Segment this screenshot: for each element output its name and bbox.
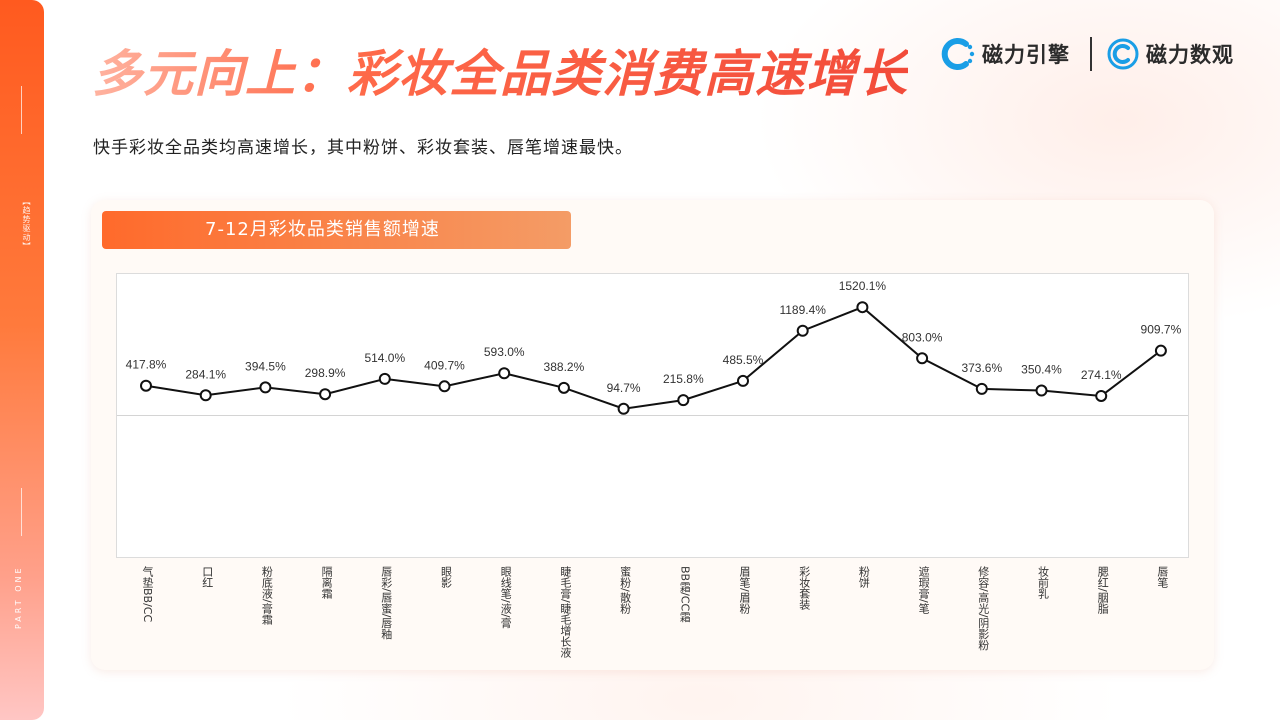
x-tick-label: 唇笔 <box>1155 566 1169 588</box>
data-point <box>1154 344 1167 357</box>
data-label: 593.0% <box>484 345 525 359</box>
x-tick-label: 唇彩/唇蜜/唇釉 <box>379 566 393 640</box>
data-label: 417.8% <box>126 358 167 372</box>
data-label: 350.4% <box>1021 363 1062 377</box>
data-label: 1189.4% <box>779 303 826 317</box>
data-label: 514.0% <box>364 351 405 365</box>
logo-text-engine: 磁力引擎 <box>982 43 1070 67</box>
side-section-tag: 【趋势驱动】 <box>22 197 31 251</box>
data-label: 394.5% <box>245 359 286 373</box>
magnet-engine-icon <box>941 38 975 70</box>
data-point <box>378 372 391 385</box>
x-tick-label: 隔离霜 <box>320 566 334 599</box>
data-point <box>916 352 929 365</box>
page-title: 多元向上：彩妆全品类消费高速增长 <box>92 34 908 106</box>
data-point <box>677 394 690 407</box>
logo-magnet-engine: 磁力引擎 <box>940 36 1070 72</box>
x-tick-label: 粉饼 <box>857 566 871 588</box>
x-tick-label: 眼线笔/液/膏 <box>499 566 513 629</box>
x-tick-label: 遮瑕膏/笔 <box>917 566 931 614</box>
data-point <box>856 301 869 314</box>
side-bar <box>0 0 44 720</box>
data-label: 274.1% <box>1081 368 1122 382</box>
data-label: 909.7% <box>1141 323 1182 337</box>
data-label: 409.7% <box>424 358 465 372</box>
data-label: 284.1% <box>185 367 226 381</box>
data-label: 373.6% <box>961 361 1002 375</box>
logo-text-insight: 磁力数观 <box>1146 43 1234 67</box>
data-label: 94.7% <box>607 381 641 395</box>
x-tick-label: 妆前乳 <box>1036 566 1050 599</box>
x-tick-label: 睫毛膏/睫毛增长液 <box>558 566 572 658</box>
x-tick-label: 腮红/胭脂 <box>1096 566 1110 614</box>
chart-title: 7-12月彩妆品类销售额增速 <box>102 211 571 249</box>
data-point <box>140 379 152 392</box>
x-tick-label: BB霜/CC霜 <box>678 566 692 623</box>
data-point <box>1095 389 1108 402</box>
data-label: 388.2% <box>544 360 585 374</box>
logo-magnet-insight: 磁力数观 <box>1106 36 1234 72</box>
page-subtitle: 快手彩妆全品类均高速增长，其中粉饼、彩妆套装、唇笔增速最快。 <box>93 138 633 158</box>
data-label: 298.9% <box>305 366 346 380</box>
magnet-insight-icon <box>1107 38 1139 70</box>
x-tick-label: 彩妆套装 <box>797 566 811 610</box>
x-tick-label: 气垫BB/CC <box>141 566 154 623</box>
x-tick-label: 眼影 <box>439 566 453 588</box>
data-point <box>617 402 630 415</box>
x-tick-label: 口红 <box>200 566 214 588</box>
side-divider-top <box>21 86 22 134</box>
data-point <box>199 389 212 402</box>
x-tick-label: 眉笔/眉粉 <box>738 566 751 614</box>
data-label: 215.8% <box>663 372 704 386</box>
data-point <box>1035 384 1048 397</box>
data-point <box>557 381 570 394</box>
data-point <box>796 324 809 337</box>
data-point <box>498 367 511 380</box>
data-point <box>737 374 749 387</box>
data-point <box>319 388 332 401</box>
data-point <box>438 380 451 393</box>
x-tick-label: 修容/高光/阴影粉 <box>976 566 990 651</box>
data-label: 485.5% <box>723 353 764 367</box>
data-label: 1520.1% <box>839 279 887 293</box>
x-tick-label: 蜜粉/散粉 <box>618 566 632 614</box>
side-divider-bottom <box>21 488 22 536</box>
data-point <box>975 382 988 395</box>
data-point <box>259 381 272 394</box>
x-tick-label: 粉底液/膏霜 <box>260 566 274 625</box>
series-line <box>145 306 1162 410</box>
logo-divider <box>1090 37 1092 71</box>
data-label: 803.0% <box>902 330 943 344</box>
